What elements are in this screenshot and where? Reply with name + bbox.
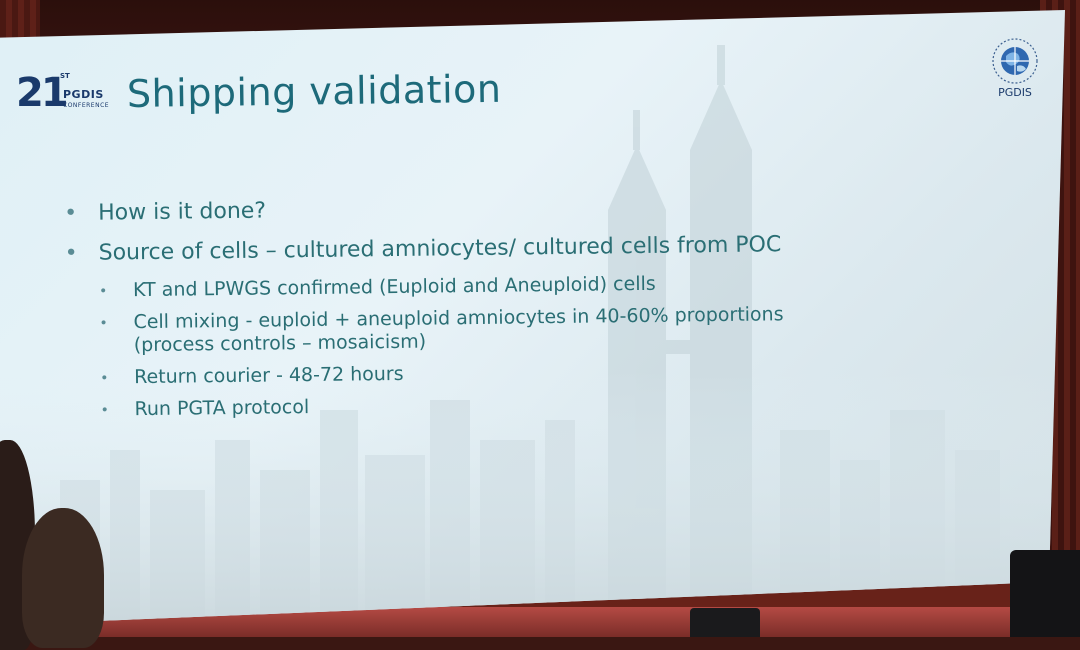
conference-logo-name: PGDIS bbox=[63, 88, 104, 101]
bullet-dot-icon: • bbox=[64, 240, 77, 268]
conference-logo: 21 ST PGDIS CONFERENCE bbox=[16, 72, 108, 118]
sub-bullet-text: Run PGTA protocol bbox=[134, 396, 309, 420]
bullet-dot-icon: • bbox=[100, 367, 109, 390]
bullet-list: • How is it done? • Source of cells – cu… bbox=[64, 191, 785, 431]
bullet-text: How is it done? bbox=[98, 199, 266, 226]
slide-title: Shipping validation bbox=[127, 67, 502, 116]
bullet-dot-icon: • bbox=[64, 200, 77, 228]
conference-logo-subtitle: CONFERENCE bbox=[63, 102, 109, 109]
conference-logo-suffix: ST bbox=[60, 72, 70, 80]
bullet-text: Source of cells – cultured amniocytes/ c… bbox=[98, 232, 781, 265]
bullet-dot-icon: • bbox=[100, 399, 109, 422]
sub-bullet-text: KT and LPWGS confirmed (Euploid and Aneu… bbox=[133, 273, 656, 301]
sub-bullet-item: • Run PGTA protocol bbox=[100, 390, 784, 421]
bullet-dot-icon: • bbox=[99, 280, 108, 303]
sub-bullet-text: Return courier - 48-72 hours bbox=[134, 363, 404, 388]
pgdis-society-logo: PGDIS bbox=[986, 36, 1044, 100]
sub-bullet-item: • Return courier - 48-72 hours bbox=[100, 358, 784, 389]
bullet-dot-icon: • bbox=[99, 312, 108, 335]
conference-logo-number: 21 bbox=[16, 70, 66, 116]
pgdis-logo-label: PGDIS bbox=[986, 86, 1044, 99]
sub-bullet-item: • KT and LPWGS confirmed (Euploid and An… bbox=[99, 271, 783, 302]
audience-head-silhouette bbox=[22, 508, 104, 648]
globe-icon bbox=[986, 36, 1044, 86]
bullet-item: • Source of cells – cultured amniocytes/… bbox=[64, 231, 782, 268]
sub-bullet-item: • Cell mixing - euploid + aneuploid amni… bbox=[99, 303, 784, 357]
projection-screen: 21 ST PGDIS CONFERENCE Shipping validati… bbox=[0, 10, 1065, 625]
stage-equipment bbox=[690, 608, 760, 637]
stage-monitor bbox=[1010, 550, 1080, 637]
